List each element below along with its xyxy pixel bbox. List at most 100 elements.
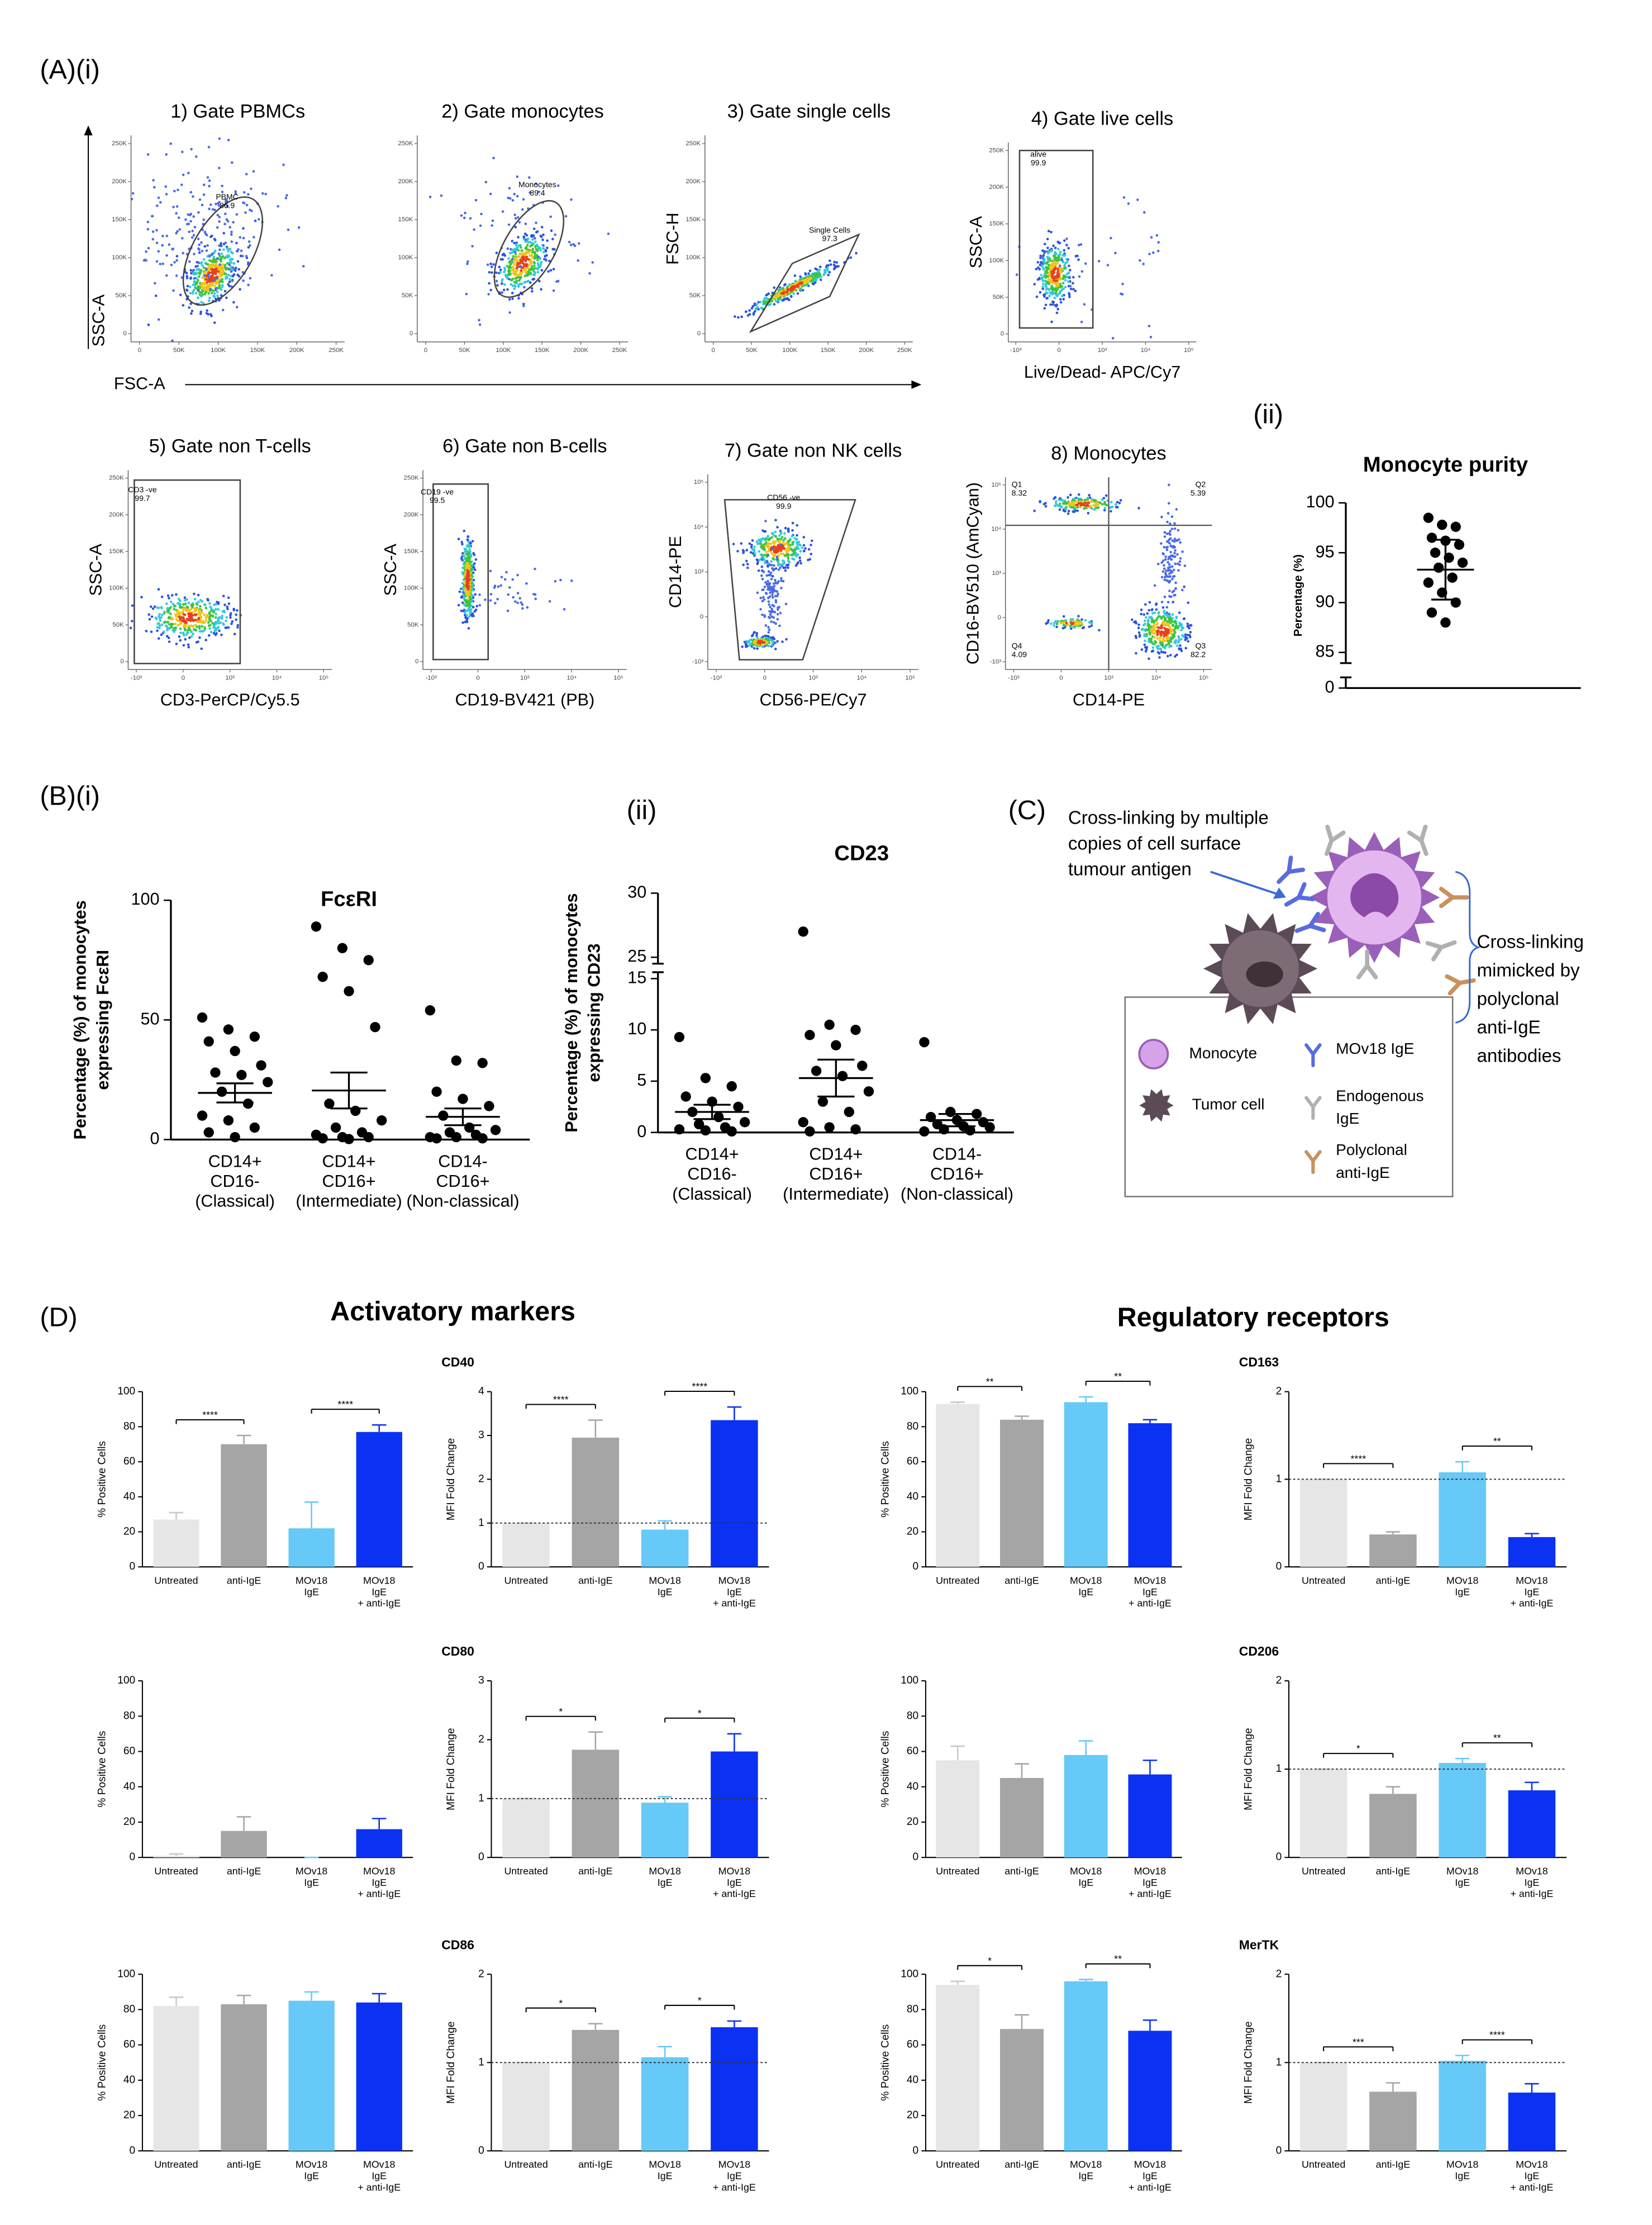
- gate-value: 89.4: [530, 188, 545, 197]
- data-point: [451, 1055, 461, 1066]
- density-dot: [1161, 570, 1165, 573]
- density-dot: [489, 593, 493, 596]
- density-dot: [744, 643, 748, 645]
- bar: [572, 1437, 620, 1567]
- density-dot: [745, 549, 749, 552]
- density-dot: [782, 552, 785, 555]
- density-dot: [514, 226, 517, 229]
- data-point: [740, 1117, 750, 1128]
- data-point: [223, 1115, 234, 1126]
- density-dot: [554, 233, 556, 236]
- y-tick-label: 25: [627, 947, 646, 966]
- density-dot: [785, 638, 788, 641]
- y-tick-label: 100: [901, 1968, 918, 1980]
- y-tick-label: 0: [130, 1851, 136, 1863]
- significance-label: *: [559, 1998, 563, 2009]
- y-tick-label: 0: [478, 2145, 484, 2156]
- density-dot: [466, 538, 469, 541]
- error-bar: [727, 1733, 742, 1752]
- density-dot: [182, 173, 185, 177]
- density-dot: [1099, 501, 1102, 505]
- density-dot: [767, 570, 770, 573]
- density-dot: [187, 601, 191, 605]
- density-dot: [748, 542, 751, 545]
- density-dot: [774, 648, 777, 650]
- density-dot: [518, 282, 522, 286]
- density-dot: [1041, 262, 1044, 265]
- density-dot: [759, 543, 763, 545]
- density-dot: [159, 201, 162, 204]
- y-tick-label: 4: [478, 1386, 484, 1397]
- density-dot: [540, 288, 542, 291]
- density-dot: [208, 184, 211, 188]
- density-dot: [1046, 292, 1049, 295]
- density-dot: [1058, 508, 1061, 511]
- annotation: Cross-linking: [1477, 931, 1583, 952]
- density-dot: [1169, 654, 1172, 657]
- density-dot: [755, 303, 758, 306]
- antibody-arm: [1448, 981, 1462, 996]
- density-dot: [513, 241, 516, 245]
- density-dot: [509, 272, 512, 275]
- density-dot: [788, 298, 791, 302]
- y-axis-label: MFI Fold Change: [1243, 1728, 1255, 1810]
- x-tick-label: anti-IgE: [1376, 1575, 1411, 1586]
- density-dot: [225, 218, 228, 221]
- significance-label: ****: [1350, 1453, 1366, 1464]
- y-tick-label: 0: [1276, 1851, 1282, 1863]
- density-dot: [474, 593, 477, 596]
- bar: [572, 2029, 620, 2151]
- density-dot: [1076, 509, 1079, 512]
- density-dot: [169, 142, 172, 145]
- density-dot: [1153, 621, 1155, 624]
- gate-value: 99.7: [135, 494, 150, 503]
- density-dot: [758, 640, 760, 644]
- data-point: [984, 1122, 995, 1133]
- density-dot: [498, 265, 501, 269]
- density-dot: [491, 271, 493, 274]
- panel-label: (C): [1008, 795, 1046, 825]
- plot-tick-label: 0: [476, 675, 479, 682]
- density-dot: [776, 617, 779, 621]
- density-dot: [791, 541, 794, 544]
- plot-tick-label: 150K: [112, 216, 127, 223]
- density-dot: [189, 302, 192, 305]
- density-dot: [191, 230, 194, 232]
- density-dot: [235, 267, 237, 269]
- density-dot: [225, 275, 228, 278]
- density-dot: [230, 622, 233, 625]
- density-dot: [440, 194, 443, 197]
- density-dot: [165, 193, 168, 196]
- density-dot: [461, 582, 464, 585]
- plot-tick-label: 0: [763, 675, 767, 682]
- axis-label: FSC-H: [663, 212, 682, 264]
- density-dot: [516, 175, 519, 178]
- data-point: [223, 1024, 234, 1035]
- density-dot: [765, 293, 769, 296]
- density-dot: [205, 268, 208, 271]
- density-dot: [1061, 254, 1064, 256]
- density-dot: [1072, 275, 1075, 279]
- density-dot: [519, 265, 522, 268]
- density-dot: [230, 230, 233, 234]
- density-dot: [521, 607, 524, 610]
- density-dot: [768, 545, 770, 549]
- density-dot: [521, 208, 524, 211]
- density-dot: [1168, 483, 1170, 487]
- density-dot: [754, 552, 756, 555]
- density-dot: [210, 609, 213, 612]
- density-dot: [460, 214, 463, 217]
- density-dot: [209, 313, 212, 316]
- x-tick-label: Untreated: [504, 1575, 548, 1586]
- density-dot: [1167, 560, 1169, 564]
- density-dot: [1050, 320, 1053, 324]
- quadrant-label: Q2: [1196, 480, 1206, 489]
- density-dot: [513, 213, 516, 216]
- density-dot: [1148, 253, 1151, 255]
- density-dot: [221, 615, 223, 617]
- density-dot: [1049, 259, 1052, 262]
- x-tick-label: IgE: [304, 2170, 319, 2181]
- density-dot: [506, 288, 509, 291]
- density-dot: [811, 282, 815, 286]
- antibody-arm: [1311, 1150, 1322, 1163]
